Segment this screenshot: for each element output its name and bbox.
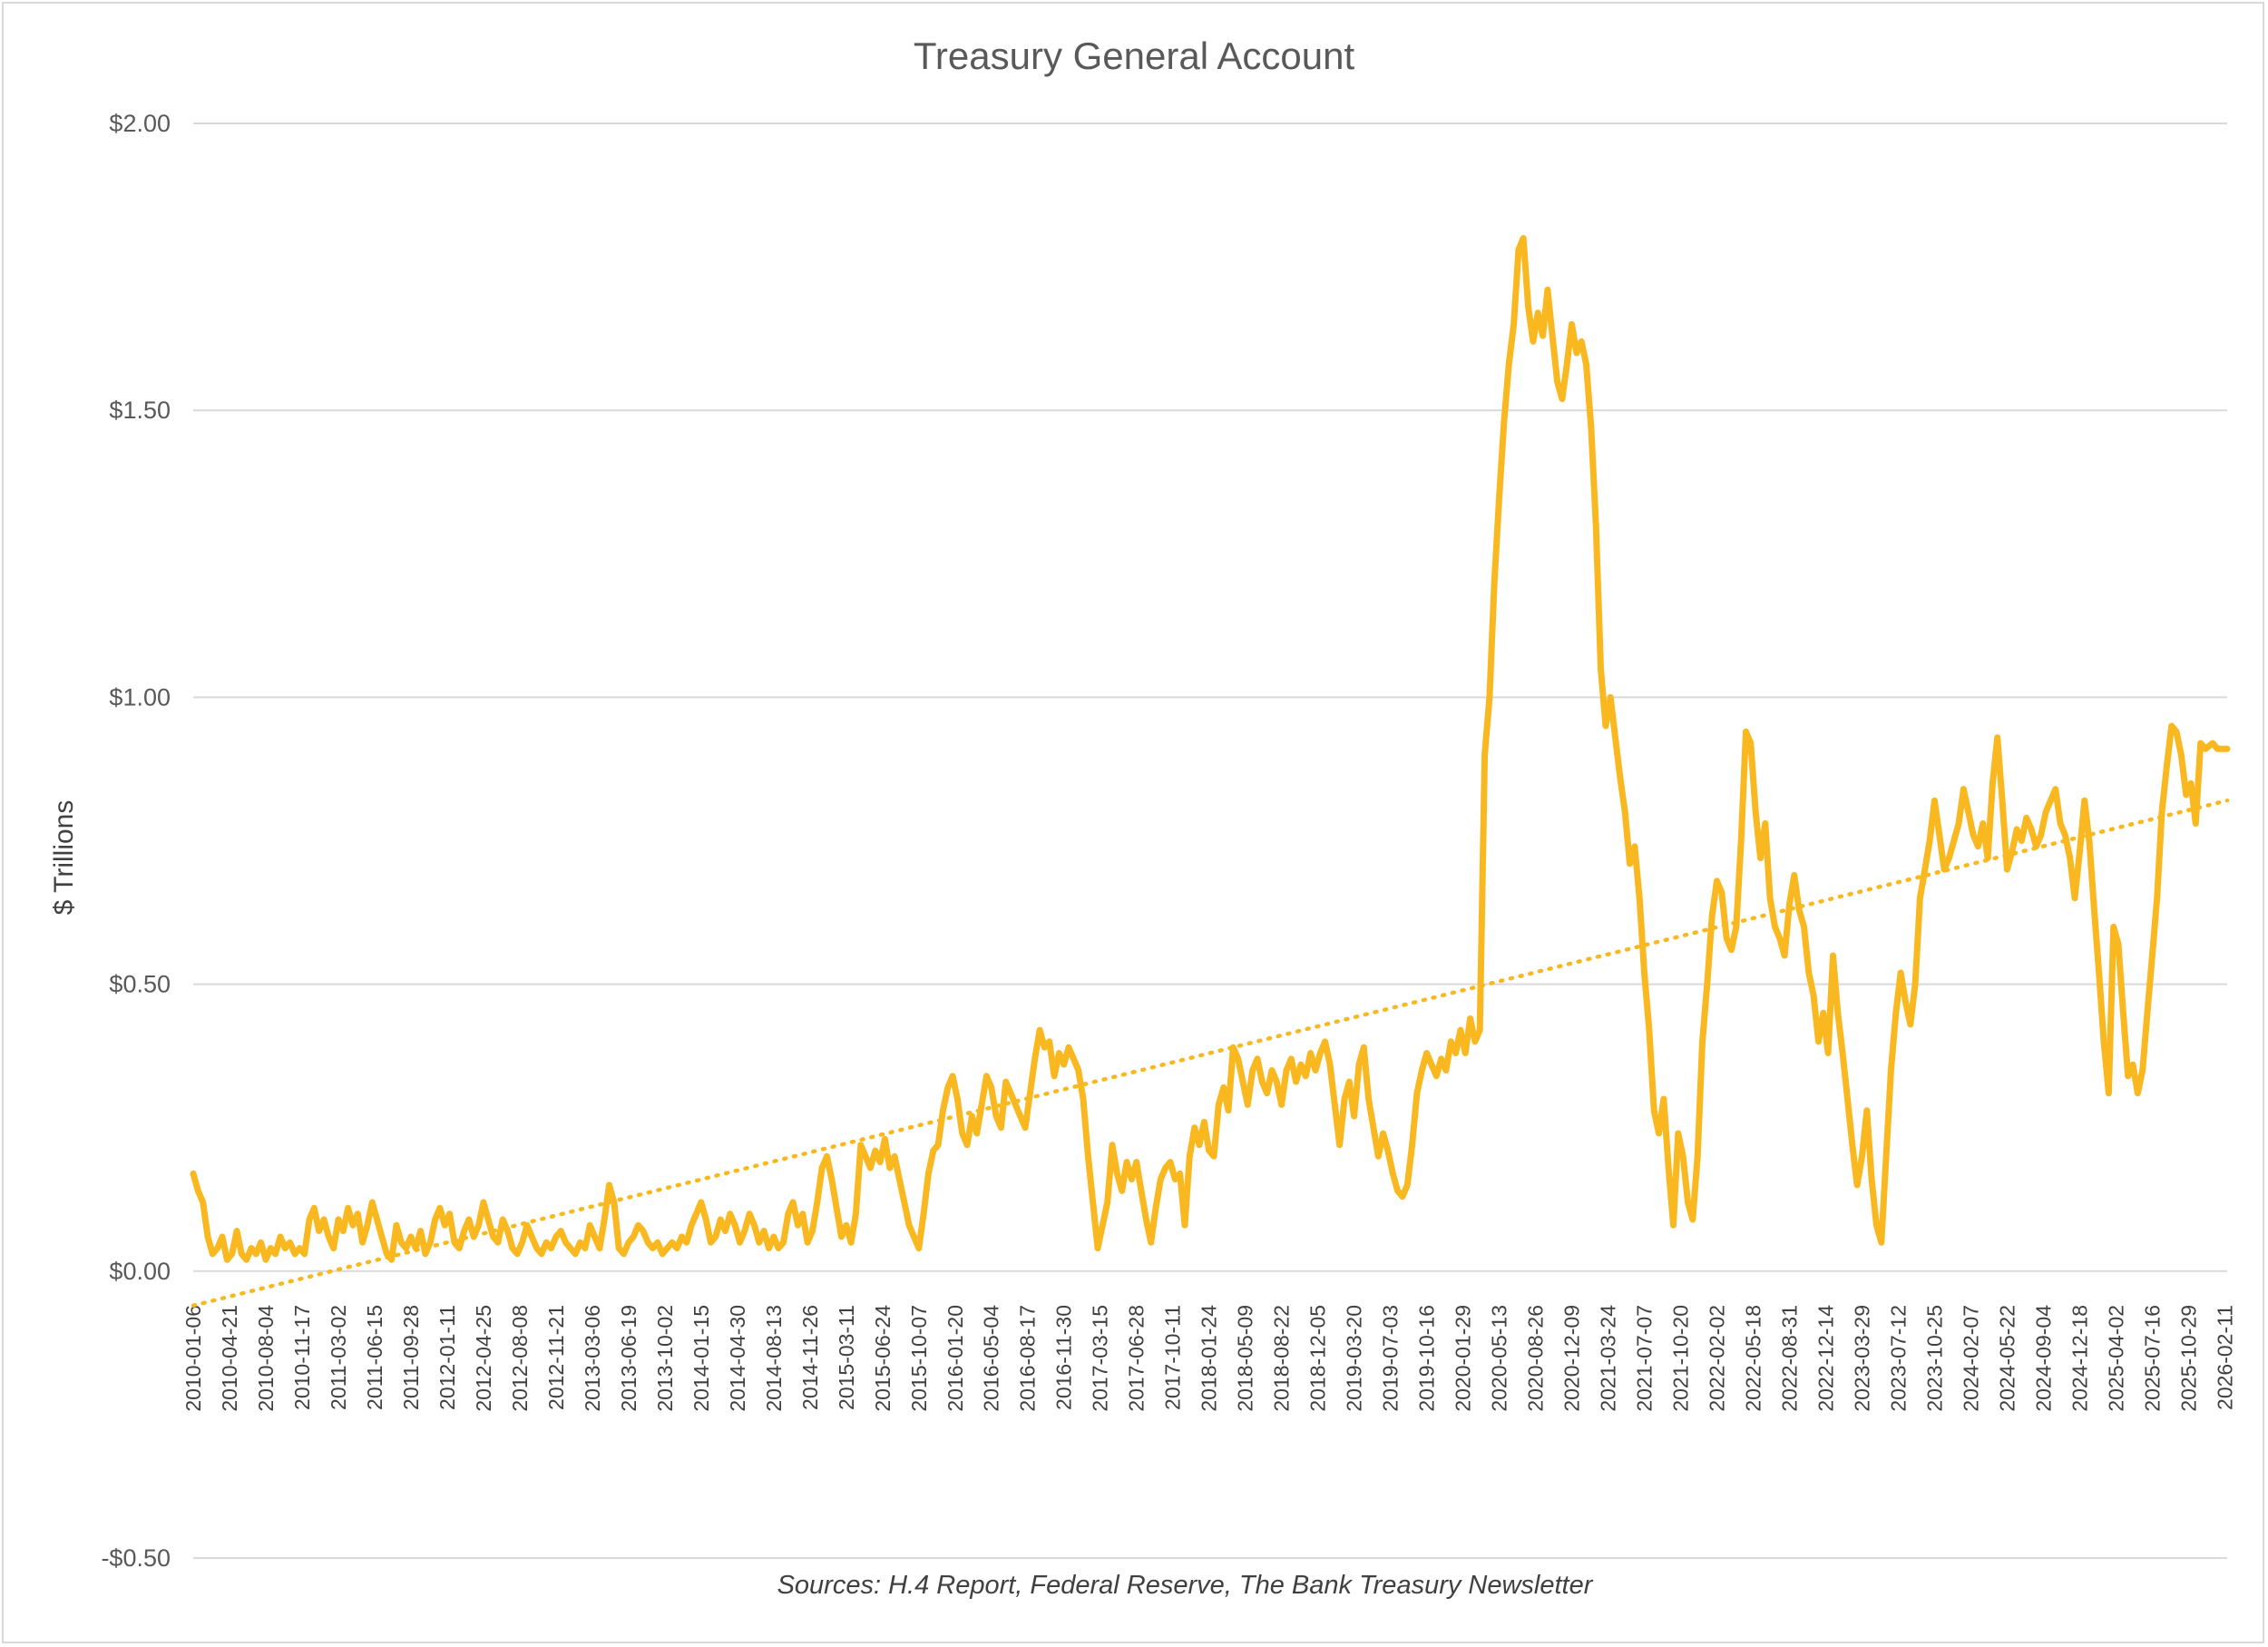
x-tick-label: 2011-09-28 [399, 1305, 423, 1410]
x-tick-label: 2012-01-11 [435, 1305, 459, 1410]
x-tick-label: 2020-05-13 [1488, 1305, 1511, 1412]
x-tick-label: 2011-06-15 [363, 1305, 386, 1410]
x-tick-label: 2020-12-09 [1560, 1305, 1584, 1412]
x-tick-label: 2020-01-29 [1452, 1305, 1475, 1412]
x-tick-label: 2014-11-26 [798, 1305, 822, 1410]
x-tick-label: 2010-04-21 [218, 1305, 241, 1412]
y-tick-label: $2.00 [109, 110, 171, 137]
y-tick-label: -$0.50 [101, 1544, 171, 1572]
y-tick-labels: $2.00 $1.50 $1.00 $0.50 $0.00 -$0.50 [101, 110, 171, 1572]
x-tick-label: 2014-04-30 [726, 1305, 749, 1412]
x-tick-label: 2013-06-19 [617, 1305, 640, 1412]
gridlines [193, 123, 2227, 1559]
x-tick-label: 2017-10-11 [1161, 1305, 1185, 1410]
x-tick-label: 2022-02-02 [1706, 1305, 1729, 1412]
x-tick-label: 2024-05-22 [1995, 1305, 2019, 1412]
x-tick-label: 2025-07-16 [2140, 1305, 2164, 1412]
x-tick-label: 2014-01-15 [689, 1305, 713, 1412]
y-tick-label: $0.50 [109, 971, 171, 998]
x-tick-label: 2016-05-04 [980, 1305, 1003, 1412]
x-tick-label: 2018-01-24 [1198, 1305, 1221, 1412]
x-tick-label: 2015-06-24 [871, 1305, 894, 1412]
x-tick-label: 2022-12-14 [1813, 1305, 1837, 1412]
x-tick-label: 2016-11-30 [1052, 1305, 1076, 1410]
y-tick-label: $1.50 [109, 397, 171, 424]
x-tick-label: 2022-08-31 [1777, 1305, 1801, 1412]
x-tick-label: 2013-10-02 [653, 1305, 677, 1412]
x-tick-label: 2015-03-11 [835, 1305, 858, 1410]
x-tick-label: 2018-12-05 [1306, 1305, 1330, 1412]
x-tick-label: 2025-04-02 [2104, 1305, 2127, 1412]
x-tick-label: 2021-10-20 [1669, 1305, 1693, 1412]
x-tick-label: 2015-10-07 [907, 1305, 931, 1412]
x-tick-label: 2023-03-29 [1850, 1305, 1873, 1412]
y-tick-label: $1.00 [109, 683, 171, 711]
x-tick-label: 2024-02-07 [1959, 1305, 1982, 1412]
x-tick-label: 2012-11-21 [544, 1305, 568, 1410]
x-tick-label: 2025-10-29 [2176, 1305, 2200, 1412]
x-tick-label: 2022-05-18 [1741, 1305, 1765, 1412]
chart-title: Treasury General Account [914, 34, 1355, 77]
x-tick-label: 2026-02-11 [2213, 1305, 2236, 1410]
y-axis-label: $ Trillions [49, 800, 79, 916]
y-tick-label: $0.00 [109, 1258, 171, 1285]
x-tick-label: 2024-12-18 [2068, 1305, 2091, 1412]
x-tick-label: 2012-04-25 [472, 1305, 495, 1412]
x-tick-label: 2018-05-09 [1234, 1305, 1257, 1412]
x-tick-label: 2013-03-06 [581, 1305, 604, 1412]
x-tick-label: 2024-09-04 [2031, 1305, 2055, 1412]
x-tick-label: 2017-03-15 [1089, 1305, 1112, 1412]
tga-balance-line [190, 235, 2231, 1263]
x-tick-label: 2023-07-12 [1886, 1305, 1910, 1412]
x-tick-label: 2017-06-28 [1125, 1305, 1149, 1412]
x-tick-label: 2016-01-20 [943, 1305, 967, 1412]
trend-line [191, 798, 2230, 1308]
x-tick-label: 2011-03-02 [327, 1305, 350, 1410]
x-tick-label: 2010-11-17 [290, 1305, 314, 1410]
x-tick-label: 2019-03-20 [1343, 1305, 1366, 1412]
x-tick-label: 2010-01-06 [181, 1305, 205, 1412]
x-tick-label: 2019-07-03 [1379, 1305, 1403, 1412]
series-layer [190, 235, 2231, 1308]
x-tick-label: 2010-08-04 [254, 1305, 278, 1412]
x-tick-label: 2020-08-26 [1524, 1305, 1548, 1412]
x-tick-label: 2021-07-07 [1633, 1305, 1657, 1412]
source-note: Sources: H.4 Report, Federal Reserve, Th… [777, 1571, 1594, 1600]
x-tick-label: 2012-08-08 [508, 1305, 532, 1412]
x-tick-label: 2021-03-24 [1597, 1305, 1620, 1412]
x-tick-labels: 2010-01-06 2010-04-21 2010-08-04 2010-11-17… [181, 1305, 2236, 1412]
x-tick-label: 2016-08-17 [1016, 1305, 1040, 1412]
x-tick-label: 2019-10-16 [1415, 1305, 1439, 1412]
x-tick-label: 2018-08-22 [1270, 1305, 1294, 1412]
x-tick-label: 2023-10-25 [1922, 1305, 1946, 1412]
x-tick-label: 2014-08-13 [762, 1305, 786, 1412]
